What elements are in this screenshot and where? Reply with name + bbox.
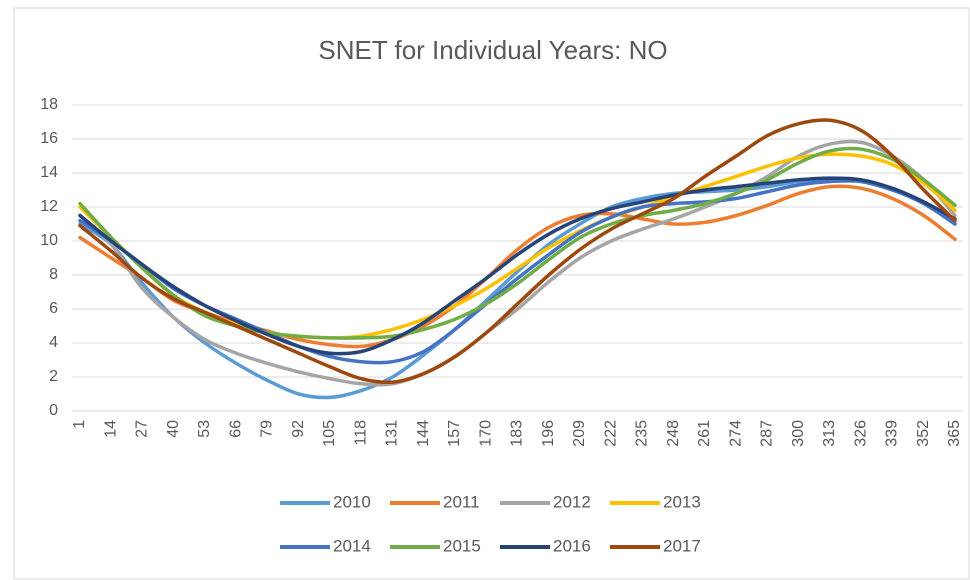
y-tick-label: 14	[40, 164, 58, 181]
x-tick-label: 144	[415, 420, 432, 447]
x-tick-label: 326	[852, 420, 869, 447]
legend-label: 2010	[333, 492, 371, 511]
x-tick-label: 300	[790, 420, 807, 447]
x-tick-label: 313	[821, 420, 838, 447]
legend-label: 2014	[333, 536, 371, 555]
legend-label: 2013	[663, 492, 701, 511]
x-tick-label: 118	[352, 420, 369, 446]
x-tick-label: 248	[665, 420, 682, 447]
x-tick-label: 79	[259, 420, 276, 438]
x-tick-label: 66	[227, 420, 244, 438]
x-tick-label: 261	[696, 420, 713, 447]
y-tick-label: 12	[40, 198, 58, 215]
y-tick-label: 16	[40, 130, 58, 147]
legend-label: 2015	[443, 536, 481, 555]
series-line	[78, 176, 957, 356]
x-tick-label: 1	[71, 420, 88, 429]
y-tick-label: 10	[40, 232, 58, 249]
x-tick-label: 274	[727, 420, 744, 447]
y-tick-label: 8	[49, 266, 58, 283]
x-tick-label: 287	[759, 420, 776, 447]
x-tick-label: 53	[196, 420, 213, 438]
y-tick-label: 6	[49, 300, 58, 317]
legend-label: 2017	[663, 536, 701, 555]
x-tick-label: 352	[915, 420, 932, 447]
x-tick-label: 222	[602, 420, 619, 447]
legend-label: 2011	[443, 492, 480, 511]
legend-label: 2016	[553, 536, 591, 555]
x-tick-label: 157	[446, 420, 463, 447]
x-tick-label: 170	[477, 420, 494, 447]
x-tick-label: 40	[165, 420, 182, 438]
series-line	[78, 139, 957, 387]
y-tick-label: 2	[49, 368, 58, 385]
x-tick-label: 209	[571, 420, 588, 447]
x-tick-label: 92	[290, 420, 307, 438]
x-tick-label: 14	[102, 420, 119, 438]
chart-title: SNET for Individual Years: NO	[318, 35, 667, 65]
x-tick-label: 131	[384, 420, 401, 447]
x-tick-label: 27	[134, 420, 151, 438]
legend-label: 2012	[553, 492, 591, 511]
x-tick-label: 339	[884, 420, 901, 447]
x-tick-label: 183	[509, 420, 526, 447]
x-tick-label: 235	[634, 420, 651, 447]
x-tick-label: 365	[946, 420, 963, 447]
y-tick-label: 0	[49, 402, 58, 419]
series-line	[78, 118, 957, 385]
y-tick-label: 18	[40, 96, 58, 113]
x-tick-label: 196	[540, 420, 557, 447]
y-tick-label: 4	[49, 334, 58, 351]
x-tick-label: 105	[321, 420, 338, 447]
